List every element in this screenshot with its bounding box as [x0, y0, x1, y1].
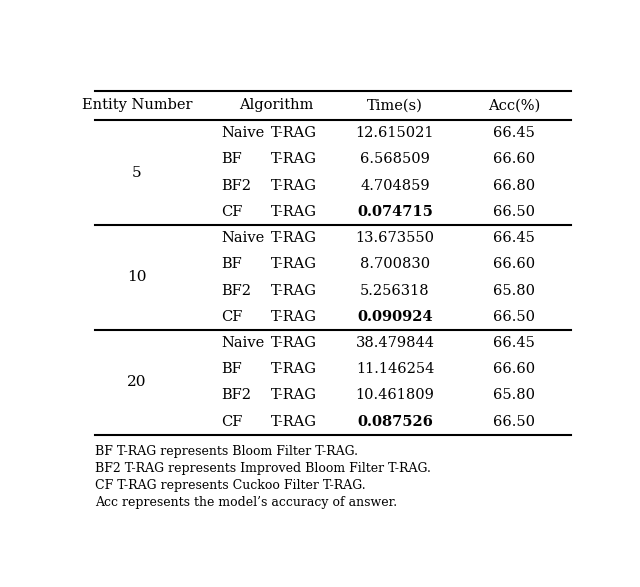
- Text: CF: CF: [221, 310, 243, 324]
- Text: Naive: Naive: [221, 126, 264, 140]
- Text: BF2 T-RAG represents Improved Bloom Filter T-RAG.: BF2 T-RAG represents Improved Bloom Filt…: [95, 462, 431, 475]
- Text: Naive: Naive: [221, 231, 264, 245]
- Text: 10.461809: 10.461809: [356, 389, 435, 403]
- Text: 8.700830: 8.700830: [360, 257, 430, 271]
- Text: Algorithm: Algorithm: [239, 99, 313, 113]
- Text: 66.45: 66.45: [493, 336, 535, 350]
- Text: T-RAG: T-RAG: [271, 153, 317, 167]
- Text: 0.074715: 0.074715: [357, 205, 433, 219]
- Text: Naive: Naive: [221, 336, 264, 350]
- Text: BF T-RAG represents Bloom Filter T-RAG.: BF T-RAG represents Bloom Filter T-RAG.: [95, 445, 358, 458]
- Text: 38.479844: 38.479844: [355, 336, 435, 350]
- Text: Time(s): Time(s): [367, 99, 423, 113]
- Text: CF T-RAG represents Cuckoo Filter T-RAG.: CF T-RAG represents Cuckoo Filter T-RAG.: [95, 479, 365, 492]
- Text: 66.80: 66.80: [493, 178, 535, 193]
- Text: CF: CF: [221, 205, 243, 219]
- Text: T-RAG: T-RAG: [271, 414, 317, 429]
- Text: T-RAG: T-RAG: [271, 336, 317, 350]
- Text: 13.673550: 13.673550: [355, 231, 435, 245]
- Text: 66.60: 66.60: [493, 362, 535, 376]
- Text: 66.50: 66.50: [493, 414, 535, 429]
- Text: Entity Number: Entity Number: [82, 99, 192, 113]
- Text: CF: CF: [221, 414, 243, 429]
- Text: BF2: BF2: [221, 389, 252, 403]
- Text: 66.60: 66.60: [493, 257, 535, 271]
- Text: T-RAG: T-RAG: [271, 205, 317, 219]
- Text: BF2: BF2: [221, 178, 252, 193]
- Text: T-RAG: T-RAG: [271, 126, 317, 140]
- Text: 5.256318: 5.256318: [360, 284, 430, 298]
- Text: Acc represents the model’s accuracy of answer.: Acc represents the model’s accuracy of a…: [95, 496, 397, 509]
- Text: 66.50: 66.50: [493, 205, 535, 219]
- Text: 4.704859: 4.704859: [360, 178, 430, 193]
- Text: 65.80: 65.80: [493, 389, 535, 403]
- Text: T-RAG: T-RAG: [271, 257, 317, 271]
- Text: 66.45: 66.45: [493, 231, 535, 245]
- Text: 20: 20: [127, 375, 147, 389]
- Text: Acc(%): Acc(%): [488, 99, 540, 113]
- Text: T-RAG: T-RAG: [271, 178, 317, 193]
- Text: 66.45: 66.45: [493, 126, 535, 140]
- Text: BF: BF: [221, 362, 242, 376]
- Text: T-RAG: T-RAG: [271, 362, 317, 376]
- Text: 65.80: 65.80: [493, 284, 535, 298]
- Text: 10: 10: [127, 271, 147, 285]
- Text: 0.090924: 0.090924: [357, 310, 433, 324]
- Text: 11.146254: 11.146254: [356, 362, 434, 376]
- Text: 66.60: 66.60: [493, 153, 535, 167]
- Text: 12.615021: 12.615021: [356, 126, 434, 140]
- Text: T-RAG: T-RAG: [271, 310, 317, 324]
- Text: T-RAG: T-RAG: [271, 389, 317, 403]
- Text: 5: 5: [132, 166, 142, 180]
- Text: BF2: BF2: [221, 284, 252, 298]
- Text: BF: BF: [221, 153, 242, 167]
- Text: 6.568509: 6.568509: [360, 153, 430, 167]
- Text: 66.50: 66.50: [493, 310, 535, 324]
- Text: BF: BF: [221, 257, 242, 271]
- Text: T-RAG: T-RAG: [271, 284, 317, 298]
- Text: T-RAG: T-RAG: [271, 231, 317, 245]
- Text: 0.087526: 0.087526: [357, 414, 433, 429]
